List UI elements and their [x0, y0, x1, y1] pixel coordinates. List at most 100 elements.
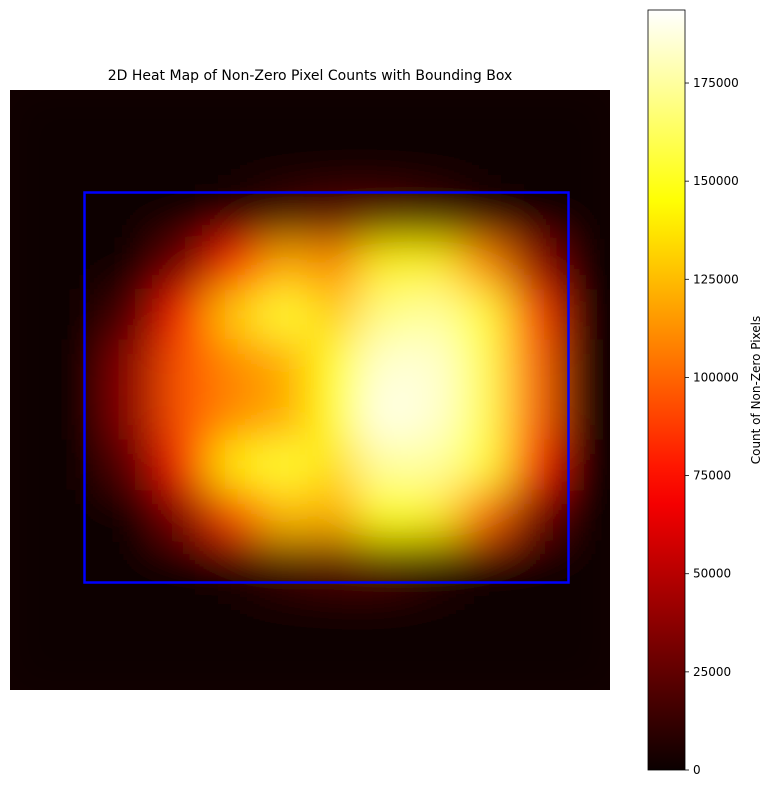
heatmap-cell: [109, 90, 161, 141]
colorbar-tick-label: 0: [693, 763, 701, 777]
heatmap-cell: [559, 90, 610, 141]
heatmap-cell: [10, 439, 61, 491]
heatmap-cell: [209, 189, 261, 241]
heatmap-cell: [359, 489, 411, 541]
heatmap-cell: [459, 189, 511, 241]
heatmap-cell: [109, 289, 161, 341]
heatmap-cell: [209, 589, 261, 641]
heatmap-cell: [10, 339, 61, 391]
heatmap-cell: [559, 289, 610, 341]
heatmap-cell: [159, 239, 211, 291]
heatmap-cell: [309, 239, 361, 291]
heatmap-cell: [459, 639, 511, 690]
heatmap-cell: [10, 639, 61, 690]
heatmap-cell: [159, 439, 211, 491]
heatmap-cell: [209, 289, 261, 341]
bounding-box: [83, 191, 570, 584]
heatmap-cell: [459, 489, 511, 541]
heatmap-cell: [209, 239, 261, 291]
heatmap-cell: [309, 489, 361, 541]
colorbar-tick-label: 150000: [693, 174, 739, 188]
heatmap-cell: [10, 139, 61, 191]
heatmap-cell: [209, 489, 261, 541]
colorbar-tick-label: 50000: [693, 567, 731, 581]
heatmap-cell: [409, 139, 461, 191]
heatmap-cell: [109, 189, 161, 241]
heatmap-cell: [509, 139, 561, 191]
heatmap-cell: [559, 589, 610, 641]
colorbar-label: Count of Non-Zero Pixels: [749, 316, 763, 465]
heatmap-cell: [559, 339, 610, 391]
heatmap-cell: [509, 439, 561, 491]
heatmap-cell: [259, 439, 311, 491]
heatmap-cell: [409, 589, 461, 641]
heatmap-cell: [209, 439, 261, 491]
heatmap-cell: [109, 239, 161, 291]
heatmap-cell: [409, 239, 461, 291]
heatmap-cell: [59, 639, 111, 690]
heatmap-cell: [159, 189, 211, 241]
heatmap-cell: [109, 639, 161, 690]
heatmap-cell: [359, 139, 411, 191]
heatmap-cell: [109, 339, 161, 391]
heatmap-cell: [509, 589, 561, 641]
heatmap-cell: [159, 589, 211, 641]
heatmap-cell: [10, 389, 61, 441]
heatmap-cell: [159, 139, 211, 191]
heatmap-cell: [109, 589, 161, 641]
heatmap-cells: [10, 90, 610, 690]
heatmap-cell: [209, 389, 261, 441]
heatmap-cell: [109, 439, 161, 491]
heatmap-cell: [259, 489, 311, 541]
heatmap-cell: [359, 239, 411, 291]
heatmap-cell: [309, 389, 361, 441]
heatmap-cell: [259, 639, 311, 690]
heatmap-cell: [359, 389, 411, 441]
heatmap-cell: [159, 289, 211, 341]
heatmap-cell: [509, 289, 561, 341]
heatmap-cell: [559, 189, 610, 241]
heatmap-cell: [10, 239, 61, 291]
heatmap-cell: [409, 289, 461, 341]
heatmap-cell: [509, 189, 561, 241]
heatmap-cell: [359, 339, 411, 391]
heatmap-cell: [359, 90, 411, 141]
heatmap-cell: [509, 239, 561, 291]
heatmap-cell: [409, 339, 461, 391]
heatmap-cell: [559, 639, 610, 690]
colorbar: [647, 9, 686, 771]
heatmap-cell: [409, 90, 461, 141]
heatmap-cell: [309, 139, 361, 191]
heatmap-cell: [409, 389, 461, 441]
heatmap-cell: [209, 339, 261, 391]
heatmap-cell: [10, 289, 61, 341]
heatmap-cell: [509, 489, 561, 541]
heatmap-cell: [109, 489, 161, 541]
heatmap-cell: [209, 139, 261, 191]
heatmap-cell: [509, 339, 561, 391]
heatmap-cell: [559, 489, 610, 541]
heatmap-cell: [459, 289, 511, 341]
heatmap-cell: [509, 639, 561, 690]
heatmap-cell: [259, 589, 311, 641]
heatmap-cell: [10, 589, 61, 641]
heatmap-cell: [59, 589, 111, 641]
heatmap-cell: [359, 589, 411, 641]
heatmap-cell: [459, 589, 511, 641]
heatmap-cell: [259, 289, 311, 341]
heatmap-cell: [559, 439, 610, 491]
heatmap-cell: [159, 339, 211, 391]
colorbar-tick-label: 75000: [693, 469, 731, 483]
heatmap-cell: [459, 339, 511, 391]
heatmap-cell: [359, 189, 411, 241]
heatmap-cell: [259, 139, 311, 191]
heatmap-cell: [409, 489, 461, 541]
heatmap-cell: [459, 439, 511, 491]
heatmap-cell: [409, 439, 461, 491]
heatmap-cell: [409, 639, 461, 690]
heatmap-cell: [459, 90, 511, 141]
heatmap-cell: [459, 239, 511, 291]
heatmap-cell: [309, 90, 361, 141]
heatmap-cell: [159, 489, 211, 541]
